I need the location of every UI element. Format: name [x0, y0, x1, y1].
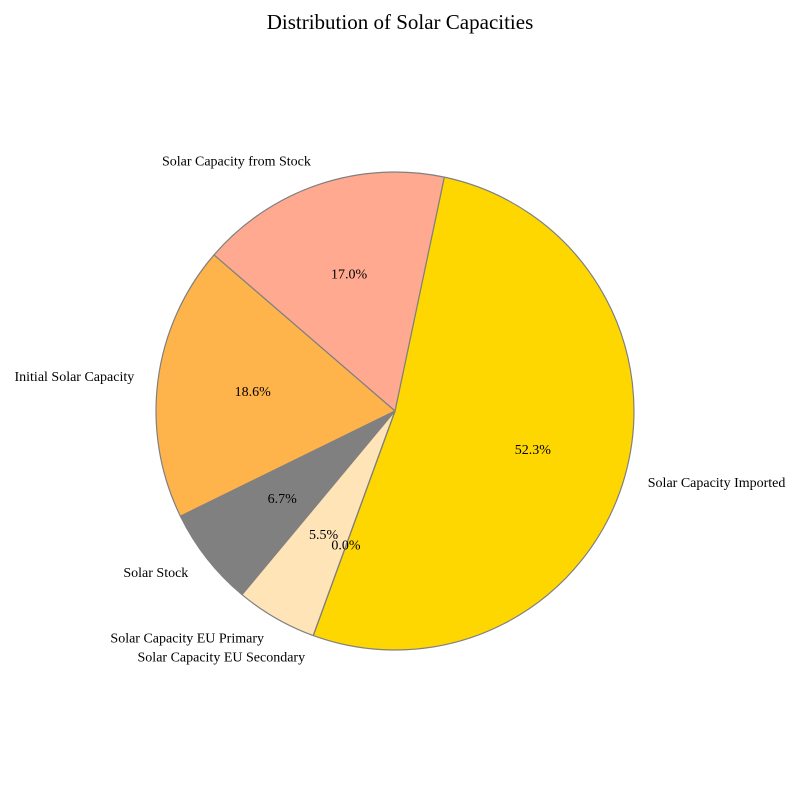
pie-category-label-solar-capacity-eu-secondary: Solar Capacity EU Secondary — [138, 651, 306, 666]
pie-slice-solar-capacity-from-stock — [213, 171, 445, 412]
pie-percent-label-solar-capacity-eu-primary: 5.5% — [309, 528, 339, 543]
pie-slice-solar-capacity-imported — [312, 176, 635, 651]
pie-slice-initial-solar-capacity — [155, 254, 396, 517]
pie-category-label-solar-capacity-eu-primary: Solar Capacity EU Primary — [110, 631, 264, 646]
pie-slice-solar-capacity-eu-secondary — [312, 410, 396, 636]
pie-category-label-initial-solar-capacity: Initial Solar Capacity — [14, 370, 134, 385]
pie-category-label-solar-stock: Solar Stock — [123, 566, 188, 581]
chart-title: Distribution of Solar Capacities — [266, 10, 534, 34]
pie-percent-label-solar-capacity-imported: 52.3% — [515, 443, 552, 458]
pie-category-labels: Solar Capacity Imported Solar Capacity fr… — [14, 154, 785, 665]
pie-percent-label-solar-capacity-from-stock: 17.0% — [331, 268, 368, 283]
pie-percent-label-initial-solar-capacity: 18.6% — [235, 385, 272, 400]
pie-slices — [155, 171, 635, 651]
pie-percent-labels: 52.3% 17.0% 18.6% 6.7% 5.5%0.0% — [235, 268, 552, 554]
pie-percent-label-solar-stock: 6.7% — [268, 492, 298, 507]
pie-category-label-solar-capacity-imported: Solar Capacity Imported — [648, 476, 786, 491]
pie-category-label-solar-capacity-from-stock: Solar Capacity from Stock — [162, 154, 311, 169]
pie-percent-label-solar-capacity-eu-secondary: 0.0% — [331, 538, 361, 553]
